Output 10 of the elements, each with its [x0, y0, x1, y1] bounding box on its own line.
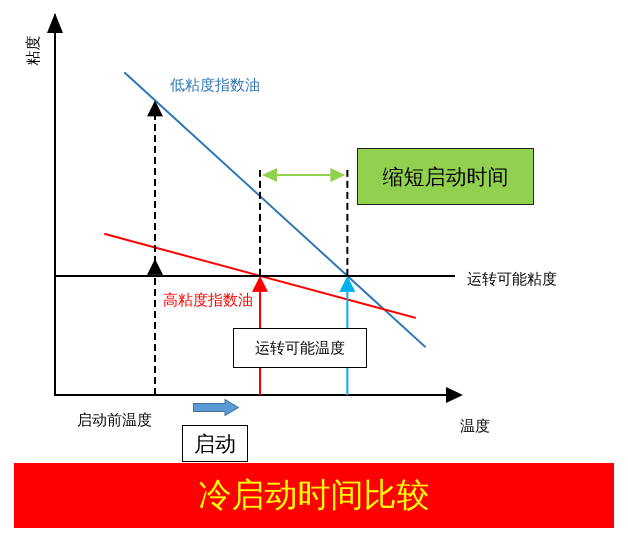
text: 冷启动时间比较 [14, 463, 614, 528]
text: 启动 [182, 425, 248, 462]
ref-line-label: 运转可能粘度 [467, 270, 557, 288]
legend-label: 高粘度指数油 [163, 290, 253, 309]
y-axis-title: 粘度 [24, 35, 42, 65]
series-label: 低粘度指数油 [170, 76, 260, 94]
text: 启动前温度 [77, 411, 152, 430]
annotation: 缩短启动时间 [357, 148, 534, 205]
annotation: 运转可能温度 [233, 328, 367, 368]
x-axis-title: 温度 [460, 417, 490, 435]
